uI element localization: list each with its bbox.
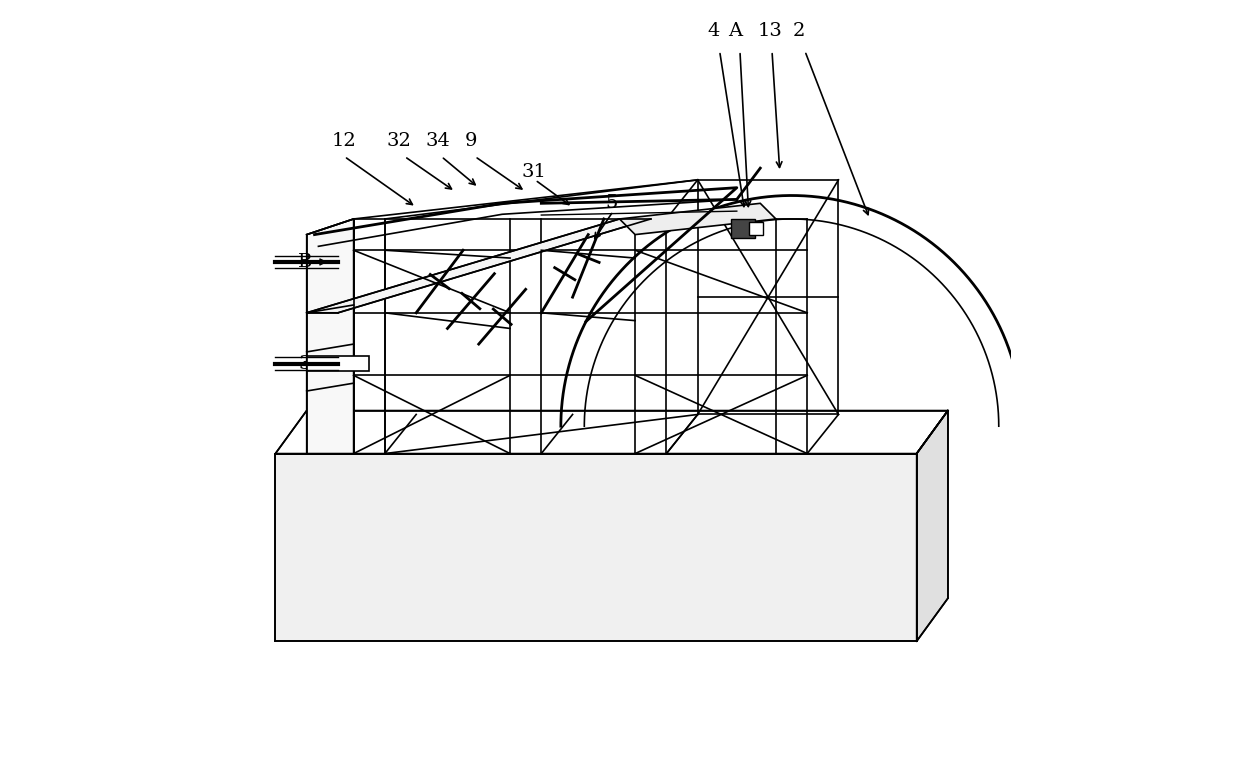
Polygon shape xyxy=(917,411,948,641)
Text: 12: 12 xyxy=(332,131,357,150)
Bar xyxy=(750,222,763,235)
Text: B: B xyxy=(297,253,312,271)
Polygon shape xyxy=(620,203,776,235)
Bar xyxy=(731,219,755,238)
Text: 5: 5 xyxy=(606,194,618,213)
Polygon shape xyxy=(307,356,369,371)
Text: 32: 32 xyxy=(387,131,411,150)
Text: 9: 9 xyxy=(465,131,477,150)
Polygon shape xyxy=(307,219,650,313)
Text: 34: 34 xyxy=(426,131,451,150)
Text: 3: 3 xyxy=(299,354,311,373)
Text: 13: 13 xyxy=(757,22,782,41)
Text: 4: 4 xyxy=(707,22,720,41)
Polygon shape xyxy=(307,219,353,454)
Polygon shape xyxy=(275,454,917,641)
Text: 2: 2 xyxy=(793,22,805,41)
Text: A: A xyxy=(729,22,742,41)
Text: 31: 31 xyxy=(522,163,546,181)
Polygon shape xyxy=(275,411,948,454)
